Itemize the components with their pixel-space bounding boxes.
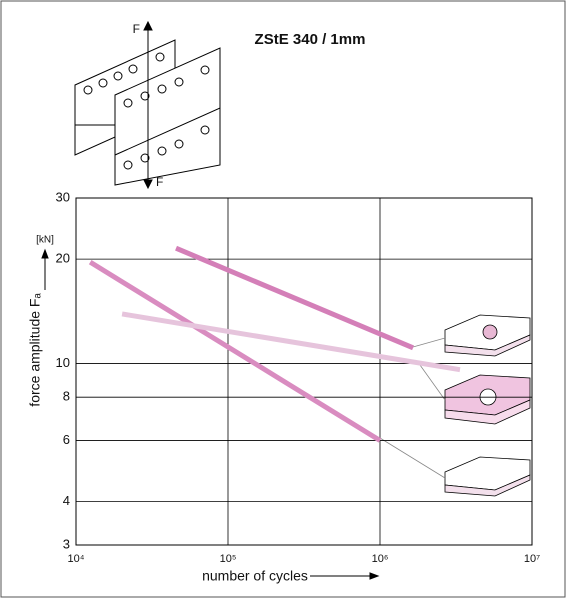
series-line <box>176 248 413 348</box>
x-tick-label: 10⁵ <box>220 553 237 565</box>
x-tick-label: 10⁴ <box>68 553 85 565</box>
y-axis-label: force amplitude Fₐ <box>27 293 43 407</box>
chart: F F ZStE 340 / 1mm [kN] force amplitude … <box>0 0 566 598</box>
force-label: F <box>133 22 140 36</box>
chart-title: ZStE 340 / 1mm <box>255 31 366 48</box>
y-tick-label: 20 <box>56 251 70 266</box>
y-tick-label: 4 <box>63 493 70 508</box>
series-line <box>122 314 460 370</box>
x-tick-label: 10⁶ <box>372 553 389 565</box>
y-tick-label: 30 <box>56 189 70 204</box>
axis-arrows <box>42 250 378 579</box>
y-tick-label: 6 <box>63 432 70 447</box>
force-label: F <box>156 175 163 189</box>
specimen-drawing <box>75 22 220 188</box>
y-tick-label: 10 <box>56 355 70 370</box>
x-axis-label: number of cycles <box>202 568 308 584</box>
unit-label: [kN] <box>36 235 54 246</box>
x-tick-label: 10⁷ <box>524 553 540 565</box>
y-tick-label: 3 <box>63 536 70 551</box>
y-tick-label: 8 <box>63 389 70 404</box>
